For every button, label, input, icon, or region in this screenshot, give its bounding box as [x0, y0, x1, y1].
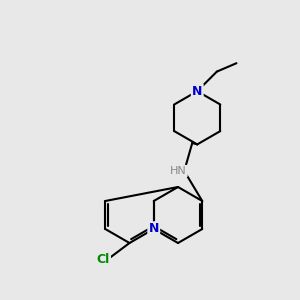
- Text: Cl: Cl: [97, 253, 110, 266]
- Text: N: N: [192, 85, 202, 98]
- Text: N: N: [148, 223, 159, 236]
- Text: HN: HN: [170, 166, 187, 176]
